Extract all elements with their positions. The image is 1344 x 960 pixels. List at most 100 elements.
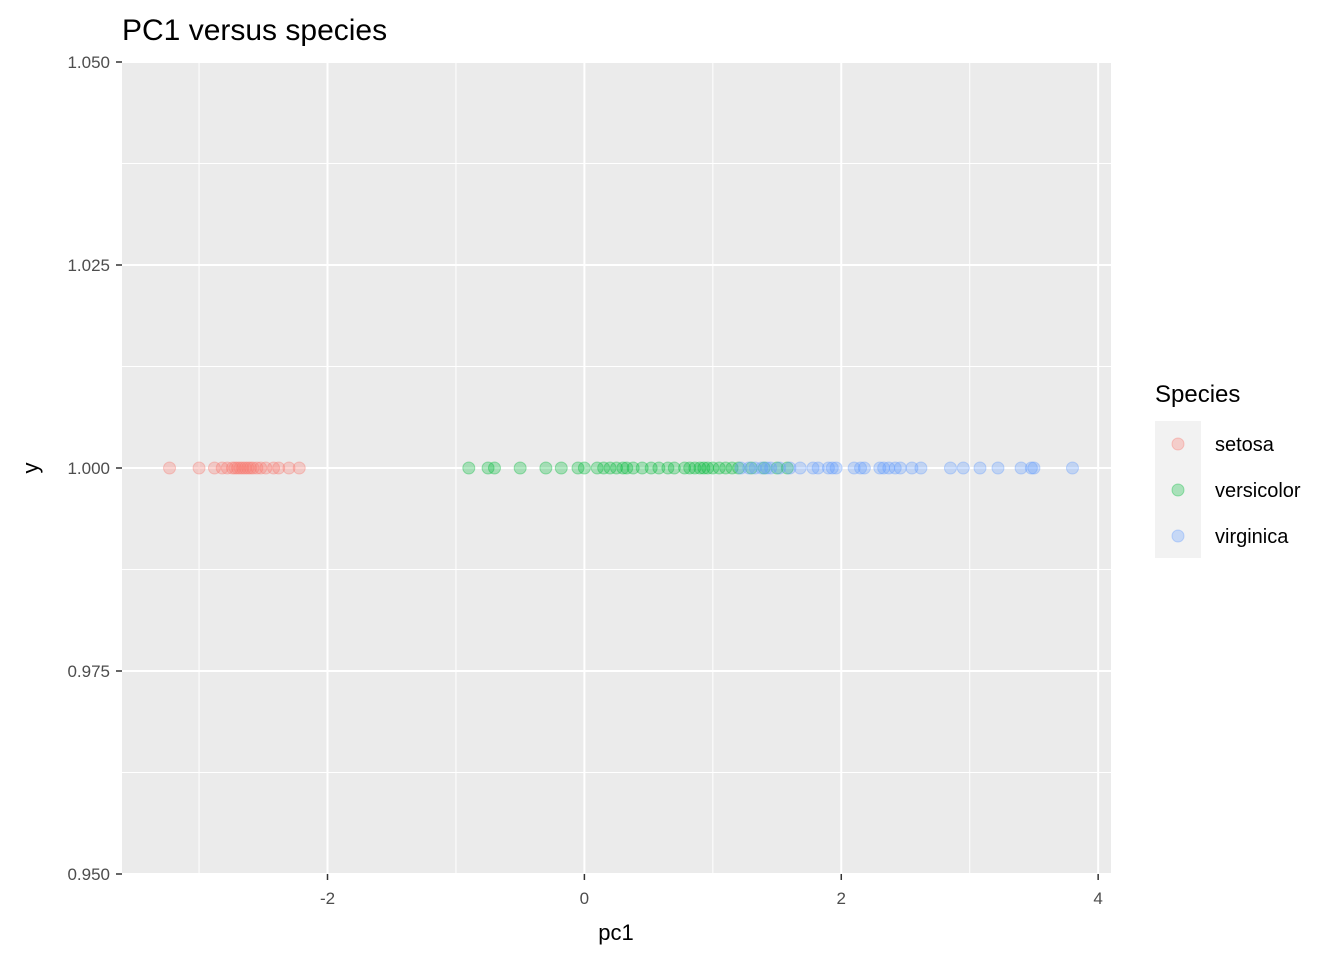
point-versicolor [644,461,658,475]
y-tick-label: 0.950 [67,865,110,884]
point-virginica [991,461,1005,475]
point-versicolor [667,461,681,475]
point-versicolor [678,461,692,475]
point-setosa [228,461,242,475]
legend-items: setosa versicolor virginica [1155,421,1301,558]
point-virginica [905,461,919,475]
point-versicolor [652,461,666,475]
point-versicolor [688,461,702,475]
point-setosa [233,461,247,475]
point-setosa [236,461,250,475]
point-virginica [760,461,774,475]
point-virginica [825,461,839,475]
point-versicolor [487,461,501,475]
point-setosa [225,461,239,475]
x-tick-label: 4 [1093,889,1102,908]
point-versicolor [693,461,707,475]
point-setosa [215,461,229,475]
point-virginica [811,461,825,475]
point-setosa [246,461,260,475]
point-versicolor [597,461,611,475]
point-versicolor [554,461,568,475]
point-setosa [220,461,234,475]
point-versicolor [706,461,720,475]
point-virginica [755,461,769,475]
point-versicolor [701,461,715,475]
y-axis-label: y [18,463,43,474]
point-versicolor [780,461,794,475]
legend-key-background [1155,421,1201,558]
point-versicolor [603,461,617,475]
point-versicolor [725,461,739,475]
legend-key-virginica [1171,529,1185,543]
point-virginica [773,461,787,475]
point-virginica [857,461,871,475]
point-versicolor [577,461,591,475]
point-setosa [259,461,273,475]
point-versicolor [616,461,630,475]
point-setosa [272,461,286,475]
point-versicolor [661,461,675,475]
point-virginica [973,461,987,475]
point-virginica [742,461,756,475]
point-versicolor [697,461,711,475]
y-tick-label: 1.025 [67,256,110,275]
point-virginica [1024,461,1038,475]
point-setosa [241,461,255,475]
point-versicolor [513,461,527,475]
point-setosa [250,461,264,475]
point-virginica [873,461,887,475]
x-tick-label: -2 [320,889,335,908]
point-versicolor [571,461,585,475]
y-tick-label: 1.050 [67,53,110,72]
point-versicolor [620,461,634,475]
point-versicolor [757,461,771,475]
legend: Species setosa versicolor virginica [1155,381,1301,558]
point-virginica [821,461,835,475]
point-versicolor [610,461,623,475]
point-versicolor [635,461,649,475]
point-virginica [793,461,807,475]
data-points [163,461,1079,475]
point-setosa [163,461,177,475]
point-versicolor [683,461,697,475]
point-virginica [888,461,902,475]
point-virginica [783,461,797,475]
point-versicolor [462,461,476,475]
point-virginica [1027,461,1041,475]
point-setosa [238,461,252,475]
point-virginica [877,461,891,475]
axis-ticks: -2 0 2 4 0.950 0.975 1.000 1.025 1.050 [67,53,1102,908]
point-setosa [267,461,281,475]
point-virginica [764,461,778,475]
point-setosa [192,461,206,475]
point-versicolor [732,461,746,475]
legend-title: Species [1155,381,1240,408]
legend-key-setosa [1171,437,1185,451]
x-tick-label: 2 [837,889,846,908]
point-versicolor [719,461,733,475]
point-virginica [956,461,970,475]
point-setosa [292,461,306,475]
point-virginica [882,461,896,475]
point-versicolor [481,461,495,475]
point-virginica [914,461,928,475]
point-virginica [748,461,762,475]
point-virginica [854,461,868,475]
point-virginica [943,461,957,475]
chart-title: PC1 versus species [122,14,387,47]
x-axis-label: pc1 [598,920,633,945]
point-versicolor [626,461,640,475]
legend-label-setosa: setosa [1215,434,1275,456]
point-setosa [282,461,296,475]
point-virginica [847,461,861,475]
point-virginica [1065,461,1079,475]
point-versicolor [770,461,784,475]
y-tick-label: 0.975 [67,662,110,681]
point-virginica [829,461,843,475]
legend-label-versicolor: versicolor [1215,480,1301,502]
legend-key-versicolor [1171,483,1185,497]
x-tick-label: 0 [580,889,589,908]
point-versicolor [590,461,604,475]
